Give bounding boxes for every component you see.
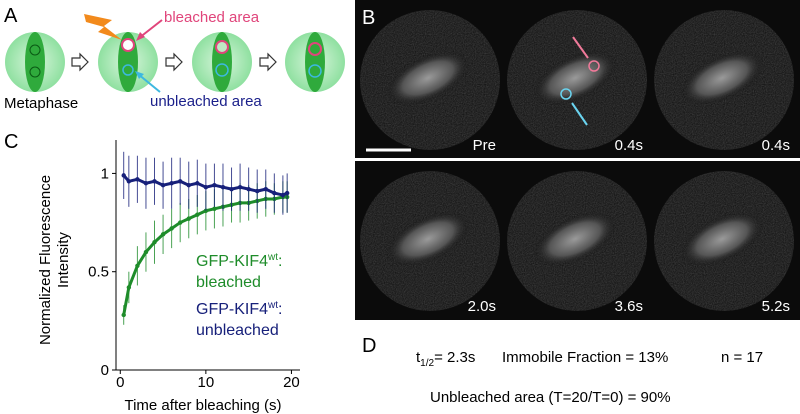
micrograph: 0.4s bbox=[654, 10, 794, 154]
data-point bbox=[195, 212, 200, 217]
data-point bbox=[160, 232, 166, 237]
data-point bbox=[272, 190, 277, 196]
chromatin bbox=[386, 50, 470, 106]
micrographs: Pre 0.4s 0.4s 2.0s 3.6s 5.2s bbox=[360, 10, 794, 315]
data-point bbox=[121, 312, 126, 318]
data-point bbox=[160, 183, 166, 188]
legend-entry-line2: unbleached bbox=[196, 322, 279, 339]
data-point bbox=[135, 263, 140, 269]
chromatin bbox=[386, 211, 470, 267]
legend-entry: GFP-KIF4wt: bbox=[196, 300, 282, 318]
data-point bbox=[284, 190, 290, 196]
y-tick-label: 1 bbox=[101, 165, 109, 182]
legend-entry: GFP-KIF4wt: bbox=[196, 252, 282, 270]
micrograph: 2.0s bbox=[360, 171, 500, 315]
time-label: 3.6s bbox=[615, 298, 643, 315]
subscript: 1/2 bbox=[420, 358, 434, 369]
data-point bbox=[220, 184, 226, 190]
data-point bbox=[152, 240, 157, 245]
legend-entry-line2: bleached bbox=[196, 274, 261, 291]
legend-name: GFP-KIF4 bbox=[196, 301, 268, 318]
panel-label: A bbox=[4, 5, 18, 27]
bleached-label: bleached area bbox=[164, 9, 260, 26]
data-point bbox=[255, 188, 260, 194]
chromatin bbox=[680, 211, 764, 267]
data-point bbox=[212, 183, 217, 188]
data-point bbox=[186, 183, 191, 188]
half-time: t1/2= 2.3s bbox=[416, 349, 475, 369]
legend-suffix: : bbox=[278, 253, 282, 270]
immobile-fraction: Immobile Fraction = 13% bbox=[502, 349, 668, 366]
cell-diagram bbox=[5, 14, 345, 93]
time-label: 2.0s bbox=[468, 298, 496, 315]
sample-size: n = 17 bbox=[721, 349, 763, 366]
micrograph: Pre bbox=[360, 10, 500, 154]
data-point bbox=[203, 184, 209, 190]
data-point bbox=[143, 181, 149, 186]
micrograph: 0.4s bbox=[507, 10, 647, 154]
data-point bbox=[177, 179, 183, 184]
y-tick-label: 0 bbox=[101, 362, 109, 379]
data-point bbox=[212, 206, 217, 212]
data-point bbox=[195, 181, 200, 186]
data-point bbox=[143, 249, 149, 255]
panel-label: C bbox=[4, 131, 18, 153]
stage-label: Metaphase bbox=[4, 95, 78, 112]
x-axis-title: Time after bleaching (s) bbox=[124, 397, 281, 414]
y-axis-title: Intensity bbox=[55, 232, 72, 288]
data-point bbox=[169, 226, 174, 231]
data-point bbox=[126, 285, 132, 290]
micrograph: 3.6s bbox=[507, 171, 647, 315]
chromatin bbox=[680, 50, 764, 106]
time-label: 0.4s bbox=[762, 137, 790, 154]
x-tick-label: 0 bbox=[116, 374, 124, 391]
data-point bbox=[186, 216, 191, 221]
data-point bbox=[121, 173, 126, 178]
chromatin bbox=[533, 50, 617, 106]
symbol: t bbox=[416, 349, 421, 366]
y-tick-label: 0.5 bbox=[88, 264, 109, 281]
chromatin bbox=[533, 211, 617, 267]
x-tick-label: 20 bbox=[283, 374, 300, 391]
data-point bbox=[246, 186, 251, 192]
unbleached-label: unbleached area bbox=[150, 93, 262, 110]
x-tick-label: 10 bbox=[198, 374, 215, 391]
legend-superscript: wt bbox=[267, 252, 278, 263]
data-point bbox=[135, 177, 140, 182]
value-text: = 2.3s bbox=[434, 349, 475, 366]
data-point bbox=[152, 179, 157, 184]
data-point bbox=[229, 186, 234, 192]
data-point bbox=[169, 181, 174, 186]
legend-name: GFP-KIF4 bbox=[196, 253, 268, 270]
divider bbox=[355, 158, 800, 161]
roi-markers bbox=[560, 36, 600, 126]
panel-label: B bbox=[362, 7, 375, 29]
unbleached-ratio: Unbleached area (T=20/T=0) = 90% bbox=[430, 389, 671, 406]
time-label: 0.4s bbox=[615, 137, 643, 154]
data-point bbox=[263, 186, 268, 192]
data-point bbox=[177, 220, 183, 225]
time-label: Pre bbox=[473, 137, 496, 154]
data-point bbox=[126, 179, 132, 184]
data-point bbox=[237, 184, 243, 190]
y-axis-title: Normalized Fluorescence bbox=[37, 175, 54, 345]
panel-label: D bbox=[362, 335, 376, 357]
legend-superscript: wt bbox=[267, 300, 278, 311]
time-label: 5.2s bbox=[762, 298, 790, 315]
micrograph: 5.2s bbox=[654, 171, 794, 315]
legend-suffix: : bbox=[278, 301, 282, 318]
data-point bbox=[280, 192, 286, 198]
